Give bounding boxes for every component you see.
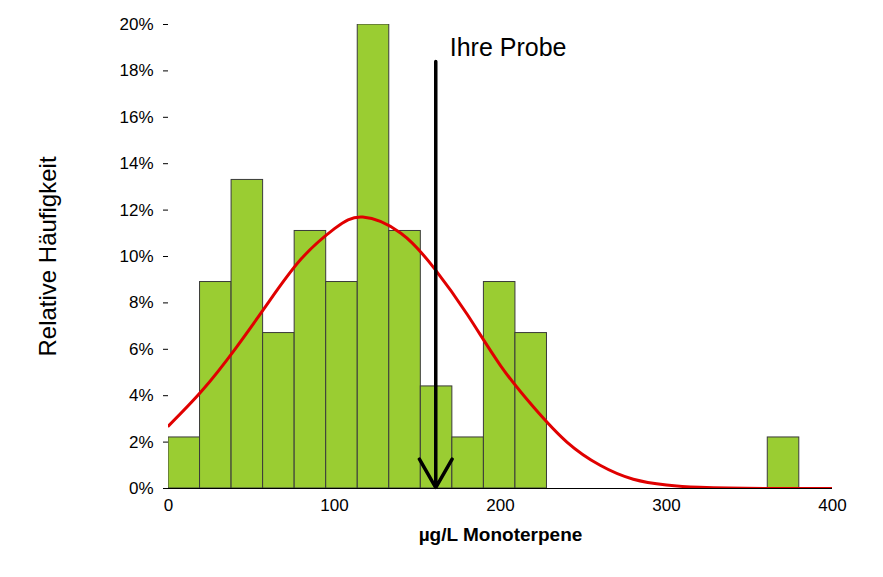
svg-text:2%: 2%	[129, 433, 154, 452]
svg-text:10%: 10%	[119, 247, 153, 266]
svg-text:400: 400	[818, 496, 846, 515]
svg-text:18%: 18%	[119, 61, 153, 80]
svg-text:µg/L Monoterpene: µg/L Monoterpene	[419, 524, 583, 545]
svg-text:20%: 20%	[119, 15, 153, 34]
svg-text:300: 300	[652, 496, 680, 515]
svg-text:0%: 0%	[129, 479, 154, 498]
svg-text:Relative Häufigkeit: Relative Häufigkeit	[34, 156, 61, 356]
svg-text:0: 0	[164, 496, 173, 515]
svg-text:200: 200	[486, 496, 514, 515]
svg-text:Ihre Probe: Ihre Probe	[450, 33, 567, 61]
svg-text:6%: 6%	[129, 340, 154, 359]
svg-text:16%: 16%	[119, 108, 153, 127]
svg-text:100: 100	[320, 496, 348, 515]
svg-text:8%: 8%	[129, 293, 154, 312]
svg-text:4%: 4%	[129, 386, 154, 405]
svg-text:12%: 12%	[119, 201, 153, 220]
svg-text:14%: 14%	[119, 154, 153, 173]
